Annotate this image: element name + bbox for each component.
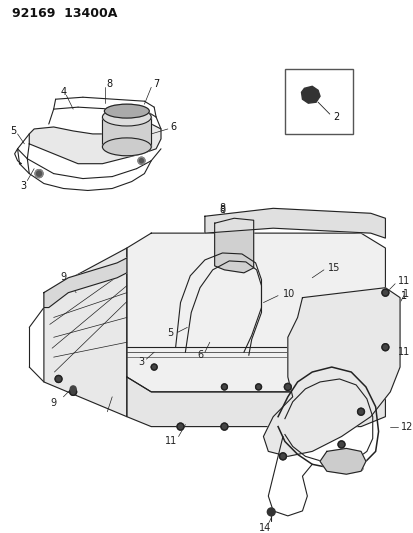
Circle shape xyxy=(138,157,145,164)
Text: 6: 6 xyxy=(170,122,176,132)
Text: 9: 9 xyxy=(60,272,66,282)
Text: 92169  13400A: 92169 13400A xyxy=(12,7,117,20)
Text: 8: 8 xyxy=(219,203,225,213)
Circle shape xyxy=(151,364,157,370)
Polygon shape xyxy=(44,248,126,417)
Circle shape xyxy=(267,508,275,516)
Circle shape xyxy=(55,375,62,383)
Circle shape xyxy=(70,386,76,392)
Circle shape xyxy=(221,384,227,390)
Circle shape xyxy=(255,384,261,390)
Polygon shape xyxy=(204,208,385,238)
Text: 3: 3 xyxy=(20,181,26,190)
Polygon shape xyxy=(263,288,399,456)
Circle shape xyxy=(35,169,43,177)
Circle shape xyxy=(357,408,363,415)
Text: 13: 13 xyxy=(352,463,365,473)
Text: 5: 5 xyxy=(10,126,17,136)
Text: 1: 1 xyxy=(400,290,406,301)
Ellipse shape xyxy=(102,138,151,156)
Polygon shape xyxy=(319,448,365,474)
Ellipse shape xyxy=(102,108,151,126)
Text: 11: 11 xyxy=(397,276,409,286)
Bar xyxy=(284,69,352,134)
Text: 5: 5 xyxy=(167,328,173,338)
Circle shape xyxy=(284,383,291,390)
Text: 11: 11 xyxy=(397,347,409,357)
Text: 4: 4 xyxy=(60,87,66,97)
Text: 12: 12 xyxy=(400,422,413,432)
Ellipse shape xyxy=(104,104,149,118)
Text: 8: 8 xyxy=(106,79,112,90)
Text: 15: 15 xyxy=(327,263,339,273)
Text: 14: 14 xyxy=(259,523,271,533)
Polygon shape xyxy=(126,377,385,426)
Polygon shape xyxy=(44,258,126,308)
Circle shape xyxy=(381,344,388,351)
Polygon shape xyxy=(214,218,253,273)
Polygon shape xyxy=(126,233,385,392)
Text: 8: 8 xyxy=(219,205,225,215)
Text: 7: 7 xyxy=(153,79,159,90)
Text: 11: 11 xyxy=(164,437,176,447)
Circle shape xyxy=(70,389,76,395)
Text: 2: 2 xyxy=(333,112,339,122)
Circle shape xyxy=(279,453,286,460)
Text: 9: 9 xyxy=(50,398,57,408)
Text: 3: 3 xyxy=(138,357,144,367)
Text: 6: 6 xyxy=(197,350,203,360)
Circle shape xyxy=(177,423,183,430)
Polygon shape xyxy=(301,86,319,103)
Polygon shape xyxy=(102,117,151,147)
Text: 1: 1 xyxy=(402,289,408,298)
Circle shape xyxy=(221,423,227,430)
Circle shape xyxy=(337,441,344,448)
Circle shape xyxy=(381,289,388,296)
Text: 10: 10 xyxy=(282,289,294,298)
Polygon shape xyxy=(29,124,161,164)
